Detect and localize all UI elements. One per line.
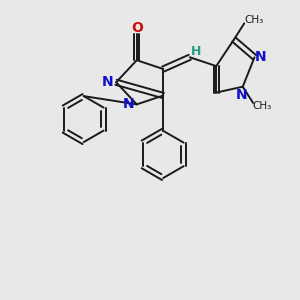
Text: CH₃: CH₃: [253, 101, 272, 111]
Text: O: O: [131, 21, 143, 35]
Text: N: N: [123, 98, 134, 111]
Text: CH₃: CH₃: [244, 15, 263, 25]
Text: N: N: [102, 75, 114, 89]
Text: N: N: [255, 50, 267, 64]
Text: H: H: [191, 45, 201, 58]
Text: N: N: [236, 88, 247, 102]
